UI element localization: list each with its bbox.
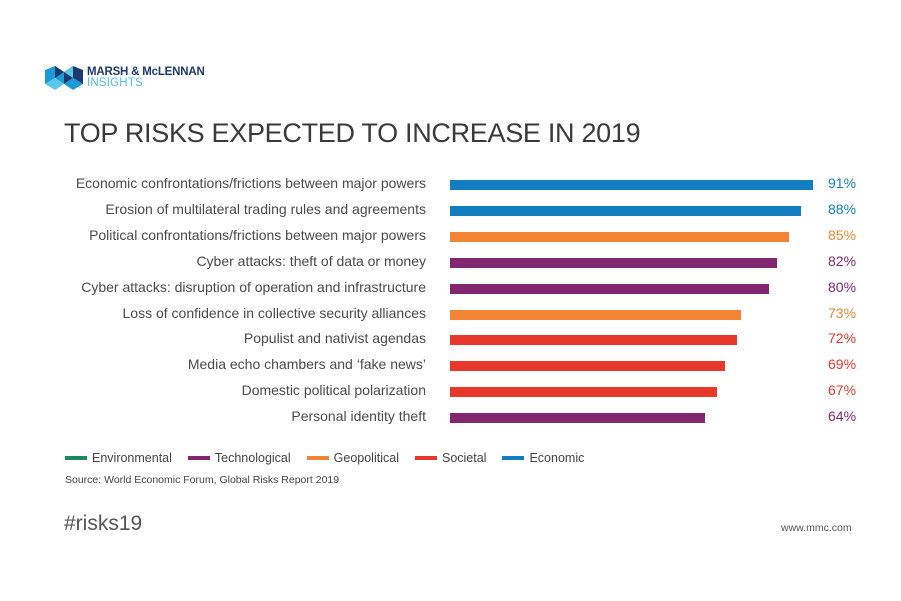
bar <box>450 283 770 294</box>
legend-item: Environmental <box>65 451 172 465</box>
data-label: 67% <box>828 382 857 399</box>
category-label: Domestic political polarization <box>241 382 426 399</box>
legend-swatch <box>306 456 329 460</box>
bar <box>450 413 706 424</box>
bar <box>450 257 778 268</box>
bar <box>450 180 814 190</box>
legend-item: Societal <box>414 451 487 465</box>
legend-swatch <box>187 456 210 460</box>
legend-label: Societal <box>441 451 487 465</box>
bar <box>450 231 790 242</box>
legend-item: Economic <box>502 451 584 465</box>
data-label: 82% <box>828 252 857 269</box>
legend-label: Technological <box>214 451 291 465</box>
data-label: 88% <box>828 200 857 217</box>
data-label: 69% <box>828 356 857 373</box>
category-label: Cyber attacks: disruption of operation a… <box>81 278 426 295</box>
legend-item: Technological <box>187 451 291 465</box>
mmc-logo-icon <box>45 66 83 90</box>
data-label: 72% <box>828 330 857 347</box>
website-link[interactable]: www.mmc.com <box>781 522 852 534</box>
data-label: 80% <box>828 278 857 295</box>
brand-name: MARSH & McLENNAN <box>87 66 205 78</box>
data-label: 85% <box>828 226 857 243</box>
legend-swatch <box>502 456 525 460</box>
brand-logo: MARSH & McLENNAN INSIGHTS <box>45 66 205 90</box>
category-label: Populist and nativist agendas <box>243 330 426 347</box>
chart-title: TOP RISKS EXPECTED TO INCREASE IN 2019 <box>64 118 641 148</box>
legend-label: Geopolitical <box>333 451 399 465</box>
legend-label: Economic <box>529 451 585 465</box>
legend-item: Geopolitical <box>306 451 399 465</box>
bar <box>450 387 718 398</box>
hashtag: #risks19 <box>64 512 143 535</box>
category-label: Erosion of multilateral trading rules an… <box>105 200 426 217</box>
data-label: 64% <box>828 408 857 425</box>
legend-label: Environmental <box>92 451 172 465</box>
bar <box>450 361 726 372</box>
bar <box>450 335 738 346</box>
legend-swatch <box>65 456 87 460</box>
data-label: 73% <box>828 304 857 321</box>
bar <box>450 205 802 216</box>
legend-swatch <box>414 456 437 460</box>
source-note: Source: World Economic Forum, Global Ris… <box>65 474 340 486</box>
category-label: Loss of confidence in collective securit… <box>122 304 427 321</box>
chart-legend: Environmental Technological Geopolitical So… <box>65 451 584 465</box>
category-label: Personal identity theft <box>291 408 426 425</box>
category-label: Cyber attacks: theft of data or money <box>196 252 426 269</box>
category-label: Economic confrontations/frictions betwee… <box>75 175 426 191</box>
data-label: 91% <box>828 175 857 191</box>
brand-subtitle: INSIGHTS <box>87 77 143 89</box>
category-label: Media echo chambers and ‘fake news’ <box>187 356 426 373</box>
category-label: Political confrontations/frictions betwe… <box>89 226 426 243</box>
bar <box>450 309 742 320</box>
